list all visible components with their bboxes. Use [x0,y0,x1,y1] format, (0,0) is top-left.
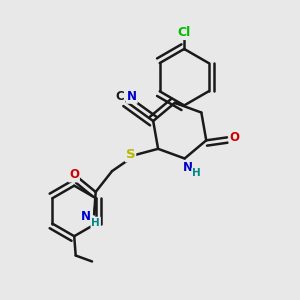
Text: N: N [81,210,91,223]
Text: Cl: Cl [178,26,191,39]
Text: H: H [91,218,100,227]
Text: S: S [126,148,135,161]
Text: H: H [192,168,201,178]
Text: O: O [230,131,239,144]
Text: N: N [183,161,193,175]
Text: O: O [69,169,79,182]
Text: C: C [116,90,124,103]
Text: N: N [127,90,137,103]
